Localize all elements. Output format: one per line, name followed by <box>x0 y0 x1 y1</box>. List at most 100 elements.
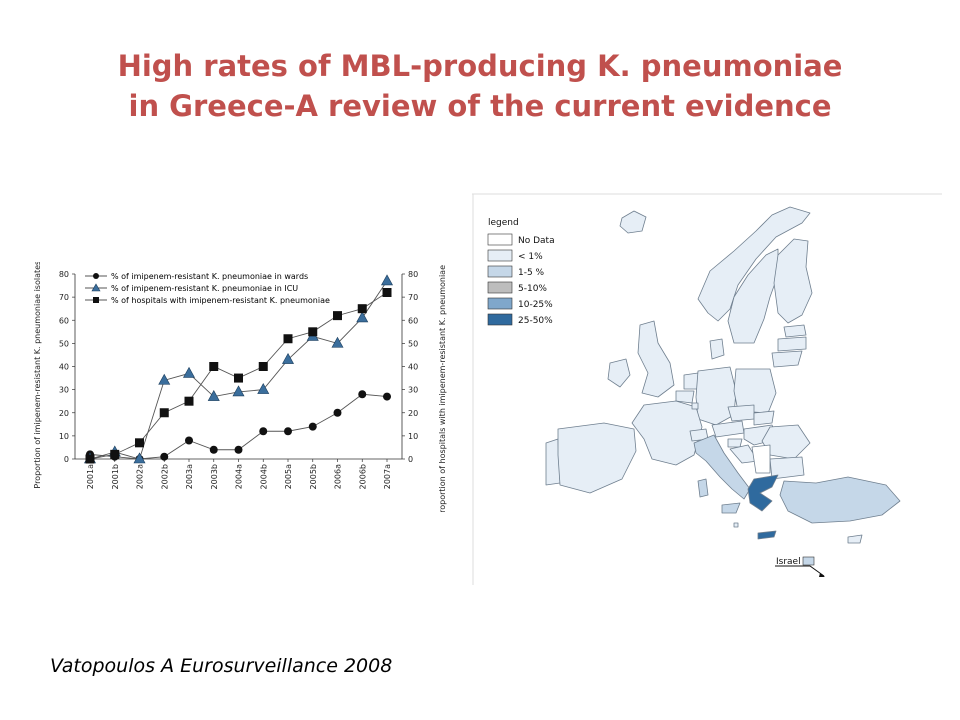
x-tick-label: 2003b <box>210 464 219 489</box>
y-axis-title-right: Proportion of hospitals with imipenem-re… <box>438 262 447 512</box>
country-finland <box>773 238 813 324</box>
x-tick-label: 2004b <box>259 464 268 489</box>
country-slovenia <box>727 438 743 448</box>
country-cyprus <box>847 534 863 544</box>
y-tick-label-right: 70 <box>408 293 418 302</box>
country-france <box>631 400 703 466</box>
data-point-square <box>357 304 367 314</box>
y-tick-label-left: 70 <box>59 293 69 302</box>
country-crete <box>757 530 777 540</box>
x-tick-label: 2006b <box>358 464 367 489</box>
data-point-square <box>333 311 342 321</box>
data-point-triangle <box>281 352 295 364</box>
data-point-square <box>308 327 318 337</box>
map-legend-label: 1-5 % <box>518 268 545 278</box>
map-legend-swatch <box>487 297 513 310</box>
y-tick-label-left: 0 <box>64 455 69 464</box>
data-point-square <box>159 408 169 418</box>
chart-legend: % of imipenem-resistant K. pneumoniae in… <box>85 272 330 305</box>
country-luxembourg <box>691 402 699 410</box>
country-iceland <box>619 210 647 234</box>
data-point-square <box>258 362 268 371</box>
data-point-circle <box>160 452 169 461</box>
data-point-triangle <box>356 311 369 323</box>
country-germany <box>695 366 737 426</box>
data-point-triangle <box>380 274 394 286</box>
data-point-square <box>110 449 120 459</box>
country-spain <box>557 422 637 494</box>
data-point-circle <box>185 436 193 445</box>
data-point-circle <box>308 422 317 431</box>
title-line-1: High rates of MBL-producing K. pneumonia… <box>117 49 843 83</box>
data-point-square <box>209 362 219 371</box>
x-tick-label: 2006a <box>334 464 343 489</box>
israel-label-group: Israel <box>775 556 825 577</box>
europe-map-panel: legend No Data < 1% 1-5 % 5-10% 10-25% 25-50% … <box>472 193 942 585</box>
map-legend-label: < 1% <box>518 252 543 262</box>
country-belgium <box>675 390 695 404</box>
y-tick-label-right: 60 <box>408 316 418 325</box>
series-square <box>85 288 392 464</box>
map-legend-swatch <box>487 233 513 246</box>
y-tick-label-left: 50 <box>59 339 69 348</box>
data-point-circle <box>284 427 292 436</box>
map-legend-swatch <box>487 281 513 294</box>
data-point-circle <box>209 445 218 454</box>
legend-entry: % of imipenem-resistant K. pneumoniae in… <box>111 272 308 281</box>
country-uk <box>637 320 675 398</box>
country-bulgaria <box>769 456 805 480</box>
country-greece <box>747 474 779 512</box>
y-tick-label-left: 30 <box>59 386 69 395</box>
y-tick-label-right: 10 <box>408 432 418 441</box>
country-shapes <box>545 206 901 544</box>
data-point-circle <box>259 427 268 436</box>
map-legend-swatch <box>487 265 513 278</box>
legend-marker-circle <box>93 273 99 279</box>
x-tick-label: 2005b <box>309 464 318 489</box>
y-tick-label-left: 60 <box>59 316 69 325</box>
y-tick-label-left: 20 <box>59 409 69 418</box>
legend-entry: % of hospitals with imipenem-resistant K… <box>111 296 330 305</box>
y-tick-label-right: 80 <box>408 270 418 279</box>
x-tick-label: 2001a <box>86 464 95 489</box>
data-point-circle <box>358 390 367 399</box>
map-legend-swatch <box>487 249 513 262</box>
map-legend-label: 5-10% <box>518 284 547 294</box>
x-tick-label: 2004a <box>235 464 244 489</box>
map-legend-label: 25-50% <box>518 316 553 326</box>
resistance-line-chart: 0 0 10 10 20 20 30 30 40 40 50 50 60 60 70 70 80 80 2001a 2… <box>33 262 447 512</box>
data-point-circle <box>383 392 391 401</box>
legend-marker-triangle <box>91 283 101 292</box>
country-latvia <box>777 336 807 352</box>
series-circle <box>86 390 391 463</box>
data-point-square <box>184 396 194 406</box>
country-estonia <box>783 324 807 338</box>
y-tick-label-left: 10 <box>59 432 69 441</box>
y-axis-title-left: Proportion of imipenem-resistant K. pneu… <box>33 262 42 489</box>
data-point-square <box>283 334 293 344</box>
country-czech <box>727 404 755 422</box>
data-point-triangle <box>158 373 171 385</box>
country-netherlands <box>683 372 699 390</box>
y-tick-label-left: 80 <box>59 270 69 279</box>
country-denmark <box>709 338 725 360</box>
map-legend-label: No Data <box>518 236 555 246</box>
map-legend-label: 10-25% <box>518 300 553 310</box>
y-tick-label-right: 50 <box>408 339 418 348</box>
data-point-triangle <box>133 452 146 464</box>
y-tick-label-right: 20 <box>408 409 418 418</box>
data-point-circle <box>234 445 243 454</box>
x-tick-label: 2003a <box>185 464 194 489</box>
country-ireland <box>607 358 631 388</box>
legend-marker-square <box>93 297 99 303</box>
israel-pointer <box>775 565 825 577</box>
country-turkey <box>779 476 901 524</box>
data-point-triangle <box>331 336 344 348</box>
map-legend-swatch <box>487 313 513 326</box>
data-point-triangle <box>257 383 270 394</box>
legend-entry: % of imipenem-resistant K. pneumoniae in… <box>111 284 298 293</box>
y-tick-label-right: 0 <box>408 455 413 464</box>
country-serbia <box>751 444 771 474</box>
title-line-2: in Greece-A review of the current eviden… <box>128 89 832 123</box>
data-point-square <box>382 288 392 297</box>
